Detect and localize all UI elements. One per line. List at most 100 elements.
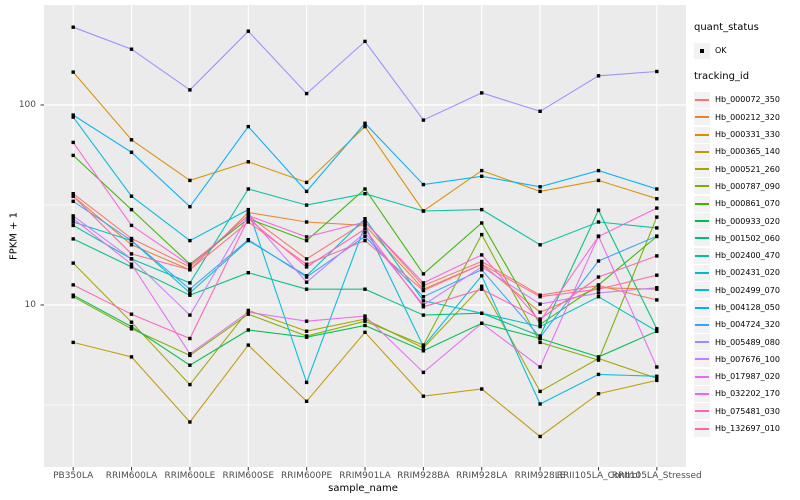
legend: quant_status OK tracking_id Hb_000072_35… bbox=[694, 22, 800, 437]
data-point-marker bbox=[129, 312, 134, 316]
data-point-marker bbox=[129, 243, 134, 247]
data-point-marker bbox=[480, 268, 484, 272]
data-point-marker bbox=[480, 262, 484, 266]
data-point-marker bbox=[71, 199, 75, 203]
data-point-marker bbox=[304, 220, 309, 224]
legend-item-label: Hb_002400_470 bbox=[715, 251, 780, 261]
data-point-marker bbox=[363, 227, 367, 231]
data-point-marker bbox=[421, 370, 426, 375]
data-point-marker bbox=[596, 287, 601, 291]
legend-item-label: Hb_005489_080 bbox=[715, 337, 780, 347]
data-point-marker bbox=[480, 311, 484, 315]
legend-item: Hb_002499_070 bbox=[694, 282, 800, 299]
data-point-marker bbox=[538, 109, 542, 113]
data-point-marker bbox=[129, 238, 134, 243]
data-point-marker bbox=[304, 91, 309, 96]
data-point-marker bbox=[421, 303, 426, 307]
data-point-marker bbox=[71, 214, 75, 218]
data-point-marker bbox=[596, 295, 601, 299]
legend-tracking-id-title: tracking_id bbox=[694, 71, 750, 83]
data-point-marker bbox=[304, 287, 309, 291]
series-color-line-icon bbox=[695, 116, 709, 119]
data-point-marker bbox=[129, 252, 134, 256]
data-point-marker bbox=[480, 221, 484, 225]
data-point-marker bbox=[538, 243, 542, 247]
x-tick-label: RRIM928BA bbox=[397, 471, 450, 481]
data-point-marker bbox=[480, 287, 484, 291]
data-point-marker bbox=[596, 220, 601, 224]
data-point-marker bbox=[480, 321, 484, 325]
data-point-marker bbox=[363, 39, 367, 44]
legend-item-ok: OK bbox=[694, 42, 800, 59]
series-color-line-icon bbox=[695, 427, 709, 430]
data-point-marker bbox=[71, 194, 75, 198]
data-point-marker bbox=[129, 138, 134, 142]
data-point-marker bbox=[188, 281, 192, 285]
x-tick-label: RRIM928LE bbox=[514, 471, 566, 481]
series-color-line-icon bbox=[695, 323, 709, 326]
point-marker-icon bbox=[700, 48, 704, 53]
legend-item: Hb_000331_330 bbox=[694, 126, 800, 143]
data-point-marker bbox=[538, 322, 542, 327]
data-point-marker bbox=[421, 283, 426, 288]
data-point-marker bbox=[421, 281, 426, 285]
data-point-marker bbox=[363, 314, 367, 318]
data-point-marker bbox=[304, 180, 309, 185]
data-point-marker bbox=[129, 223, 134, 228]
series-color-line-icon bbox=[695, 185, 709, 188]
data-point-marker bbox=[480, 259, 484, 264]
data-point-marker bbox=[363, 287, 367, 291]
data-point-marker bbox=[304, 203, 309, 207]
data-point-marker bbox=[363, 234, 367, 239]
series-color-line-icon bbox=[695, 392, 709, 395]
legend-item-label: Hb_002431_020 bbox=[715, 268, 780, 278]
data-point-marker bbox=[655, 376, 659, 380]
data-point-marker bbox=[655, 365, 659, 369]
data-point-marker bbox=[421, 272, 426, 276]
data-point-marker bbox=[596, 168, 601, 173]
data-point-marker bbox=[246, 343, 250, 347]
legend-item: Hb_132697_010 bbox=[694, 420, 800, 437]
data-point-marker bbox=[71, 153, 75, 158]
legend-key-box bbox=[694, 334, 710, 351]
data-point-marker bbox=[304, 335, 309, 339]
data-point-marker bbox=[480, 253, 484, 257]
data-point-marker bbox=[363, 220, 367, 224]
series-color-line-icon bbox=[695, 133, 709, 136]
data-point-marker bbox=[129, 320, 134, 324]
legend-key-box bbox=[694, 368, 710, 385]
legend-item-label: Hb_132697_010 bbox=[715, 424, 780, 434]
data-point-marker bbox=[538, 402, 542, 406]
legend-item-label: Hb_000861_070 bbox=[715, 199, 780, 209]
data-point-marker bbox=[363, 231, 367, 235]
data-point-marker bbox=[596, 291, 601, 295]
legend-item-label: Hb_017987_020 bbox=[715, 372, 780, 382]
data-point-marker bbox=[596, 208, 601, 212]
data-point-marker bbox=[71, 261, 75, 265]
series-color-line-icon bbox=[695, 410, 709, 413]
legend-item-label: Hb_004128_050 bbox=[715, 303, 780, 312]
data-point-marker bbox=[188, 88, 192, 92]
series-color-line-icon bbox=[695, 254, 709, 257]
data-point-marker bbox=[538, 185, 542, 189]
legend-item-label: Hb_002499_070 bbox=[715, 285, 780, 295]
data-point-marker bbox=[71, 293, 75, 297]
data-point-marker bbox=[596, 355, 601, 359]
legend-item-label: Hb_007676_100 bbox=[715, 354, 780, 364]
series-color-line-icon bbox=[695, 98, 709, 101]
data-point-marker bbox=[246, 217, 250, 221]
data-point-marker bbox=[655, 254, 659, 258]
legend-item: Hb_075481_030 bbox=[694, 403, 800, 420]
legend-key-box bbox=[694, 109, 710, 126]
data-point-marker bbox=[363, 223, 367, 228]
data-point-marker bbox=[596, 275, 601, 279]
series-color-line-icon bbox=[695, 271, 709, 274]
data-point-marker bbox=[655, 378, 659, 383]
legend-item: Hb_000861_070 bbox=[694, 195, 800, 212]
data-point-marker bbox=[246, 213, 250, 218]
data-point-marker bbox=[363, 192, 367, 196]
legend-item: Hb_000787_090 bbox=[694, 178, 800, 195]
data-point-marker bbox=[480, 174, 484, 178]
data-point-marker bbox=[129, 207, 134, 212]
